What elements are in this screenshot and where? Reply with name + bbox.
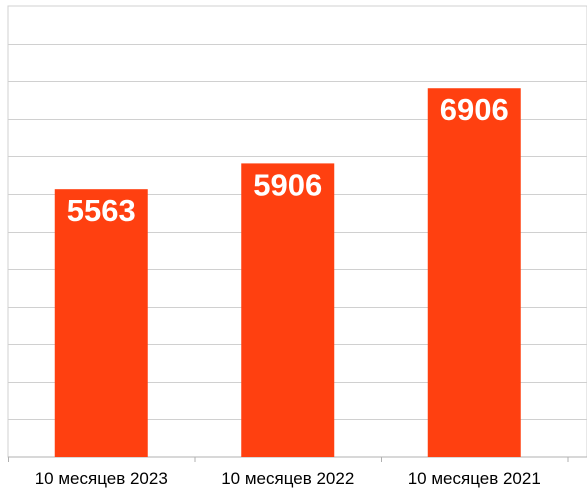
bar-value-label: 6906 xyxy=(440,92,509,127)
x-tick-label: 10 месяцев 2021 xyxy=(408,469,541,488)
x-tick-label: 10 месяцев 2022 xyxy=(221,469,354,488)
bar xyxy=(54,189,148,458)
x-axis-tick-labels: 10 месяцев 2023 10 месяцев 2022 10 месяцев… xyxy=(35,469,541,488)
bars: 5563 5906 6906 xyxy=(54,88,521,458)
bar-value-label: 5563 xyxy=(67,193,136,228)
bar-value-label: 5906 xyxy=(253,167,322,202)
x-axis-ticks xyxy=(8,457,569,462)
bar xyxy=(241,163,335,458)
bar xyxy=(427,88,521,457)
x-tick-label: 10 месяцев 2023 xyxy=(35,469,168,488)
